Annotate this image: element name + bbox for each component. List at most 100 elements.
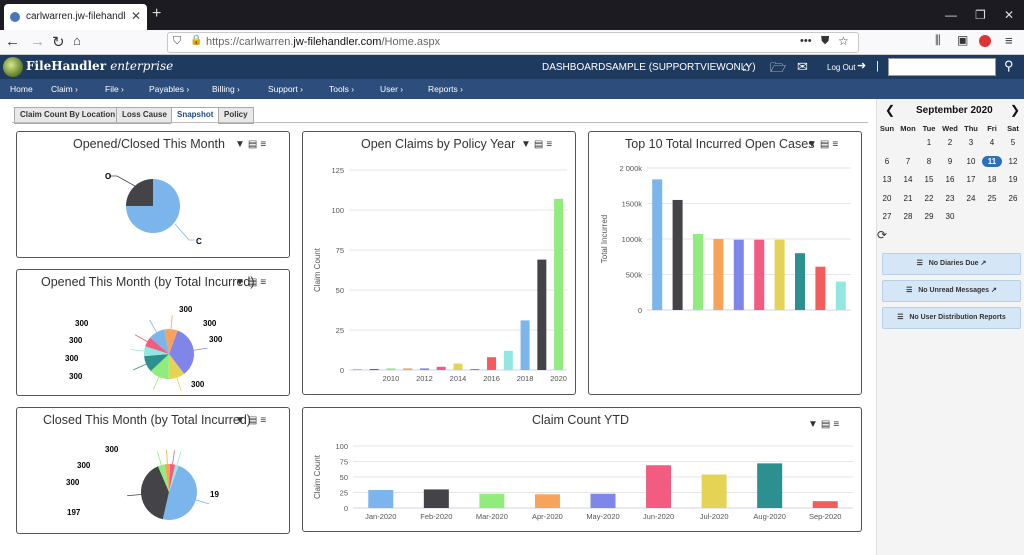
- calendar-day[interactable]: 10: [966, 156, 976, 166]
- brand-name[interactable]: FileHandler enterprise: [26, 59, 174, 73]
- logout-link[interactable]: Log Out: [827, 63, 856, 72]
- back-icon[interactable]: ←: [5, 33, 20, 50]
- calendar-day[interactable]: 17: [966, 175, 976, 184]
- no-unread-messages-button[interactable]: ☰ No Unread Messages ↗: [882, 280, 1021, 302]
- pocket-icon[interactable]: ⛊: [821, 35, 830, 47]
- home-nav-icon[interactable]: ⌂: [742, 59, 750, 74]
- logout-arrow-icon[interactable]: ➜: [857, 60, 867, 72]
- menu-user[interactable]: User ›: [380, 84, 404, 94]
- menu-home[interactable]: Home: [10, 84, 33, 94]
- menu-payables[interactable]: Payables ›: [149, 84, 190, 94]
- calendar-day[interactable]: 1: [926, 138, 932, 147]
- calendar-day[interactable]: 26: [1008, 193, 1018, 203]
- table-view-icon[interactable]: ▤: [247, 139, 261, 150]
- calendar-day[interactable]: 29: [924, 212, 934, 221]
- calendar-day[interactable]: 25: [987, 193, 997, 203]
- calendar-day[interactable]: 5: [1010, 138, 1016, 147]
- browser-tab[interactable]: carlwarren.jw-filehandler.com/ ✕: [4, 4, 147, 30]
- minimize-icon[interactable]: —: [945, 8, 957, 22]
- calendar-day[interactable]: 6: [884, 156, 890, 166]
- chart-menu-icon[interactable]: ≡: [260, 415, 270, 426]
- table-view-icon[interactable]: ▤: [820, 419, 834, 430]
- table-view-icon[interactable]: ▤: [819, 139, 833, 150]
- calendar-day[interactable]: 23: [945, 193, 955, 203]
- calendar-day[interactable]: 16: [945, 175, 955, 184]
- no-diaries-due-button[interactable]: ☰ No Diaries Due ↗: [882, 253, 1021, 275]
- reload-icon[interactable]: ↻: [52, 34, 65, 51]
- chart-menu-icon[interactable]: ≡: [546, 139, 556, 150]
- forward-icon[interactable]: →: [30, 33, 45, 50]
- library-icon[interactable]: ⫼: [935, 33, 941, 47]
- calendar-day[interactable]: 18: [987, 175, 997, 184]
- profile-avatar-icon[interactable]: [979, 35, 991, 47]
- calendar-day[interactable]: 4: [989, 138, 995, 147]
- calendar-day[interactable]: 27: [882, 212, 892, 221]
- hamburger-menu-icon[interactable]: ≡: [1005, 33, 1013, 48]
- header-search-input[interactable]: [888, 58, 996, 76]
- calendar-day[interactable]: 14: [903, 175, 913, 184]
- page-actions-icon[interactable]: •••: [800, 35, 812, 47]
- opened-closed-pie: O C: [105, 172, 202, 246]
- menu-reports[interactable]: Reports ›: [428, 84, 463, 94]
- refresh-icon[interactable]: ⟳: [877, 228, 888, 242]
- bar: [774, 239, 785, 310]
- restore-icon[interactable]: ❐: [975, 8, 986, 22]
- menu-file[interactable]: File ›: [105, 84, 124, 94]
- filter-icon[interactable]: ▼: [235, 139, 248, 150]
- calendar-day[interactable]: 8: [926, 156, 932, 166]
- menu-billing[interactable]: Billing ›: [212, 84, 240, 94]
- calendar-day[interactable]: 24: [966, 193, 976, 203]
- search-icon[interactable]: ⚲: [1004, 58, 1014, 73]
- calendar-day[interactable]: 19: [1008, 175, 1018, 184]
- calendar-day-today[interactable]: 11: [982, 155, 1002, 167]
- filter-icon[interactable]: ▼: [807, 139, 820, 150]
- calendar-day[interactable]: 12: [1008, 156, 1018, 166]
- table-view-icon[interactable]: ▤: [247, 415, 261, 426]
- sidebar-toggle-icon[interactable]: ▣: [957, 33, 969, 47]
- filter-icon[interactable]: ▼: [808, 419, 821, 430]
- window-close-icon[interactable]: ✕: [1004, 8, 1015, 22]
- chart-menu-icon[interactable]: ≡: [832, 139, 842, 150]
- filter-icon[interactable]: ▼: [235, 415, 248, 426]
- mail-icon[interactable]: ✉: [797, 59, 808, 74]
- calendar-day[interactable]: 2: [947, 138, 953, 147]
- tab-snapshot[interactable]: Snapshot: [171, 107, 220, 124]
- pie-connector: [193, 347, 208, 351]
- address-bar[interactable]: ⛉ 🔒 https://carlwarren.jw-filehandler.co…: [167, 32, 859, 53]
- tab-policy[interactable]: Policy: [218, 107, 254, 124]
- calendar-day[interactable]: 22: [924, 193, 934, 203]
- y-tick-label: 25: [340, 489, 348, 498]
- chart-menu-icon[interactable]: ≡: [260, 139, 270, 150]
- bar: [520, 320, 530, 370]
- calendar-day[interactable]: 30: [945, 212, 955, 221]
- calendar-day[interactable]: 7: [905, 156, 911, 166]
- no-user-distribution-reports-button[interactable]: ☰ No User Distribution Reports: [882, 307, 1021, 329]
- new-tab-icon[interactable]: +: [152, 5, 162, 22]
- calendar-day[interactable]: 20: [882, 193, 892, 203]
- calendar-day[interactable]: 15: [924, 175, 934, 184]
- filter-icon[interactable]: ▼: [235, 277, 248, 288]
- tab-claim-count-by-location[interactable]: Claim Count By Location: [14, 107, 122, 124]
- chart-menu-icon[interactable]: ≡: [833, 419, 843, 430]
- tab-close-icon[interactable]: ✕: [130, 9, 141, 23]
- panel-closed-total-incurred: Closed This Month (by Total Incurred) ▼▤…: [16, 407, 290, 534]
- table-view-icon[interactable]: ▤: [533, 139, 547, 150]
- calendar-day[interactable]: 28: [903, 212, 913, 221]
- filter-icon[interactable]: ▼: [521, 139, 534, 150]
- folder-icon[interactable]: 🗁: [770, 60, 787, 75]
- calendar-day[interactable]: 9: [947, 156, 953, 166]
- next-month-icon[interactable]: ❯: [1010, 103, 1021, 117]
- calendar-day[interactable]: 21: [903, 193, 913, 203]
- calendar-day[interactable]: 13: [882, 175, 892, 184]
- y-tick-label: 100: [331, 206, 344, 215]
- home-icon[interactable]: ⌂: [73, 33, 81, 48]
- menu-claim[interactable]: Claim ›: [51, 84, 78, 94]
- calendar-day[interactable]: 3: [968, 138, 974, 147]
- prev-month-icon[interactable]: ❮: [885, 103, 896, 117]
- bookmark-star-icon[interactable]: ☆: [838, 34, 849, 48]
- menu-tools[interactable]: Tools ›: [329, 84, 355, 94]
- bar: [368, 490, 394, 508]
- chart-menu-icon[interactable]: ≡: [260, 277, 270, 288]
- menu-support[interactable]: Support ›: [268, 84, 303, 94]
- table-view-icon[interactable]: ▤: [247, 277, 261, 288]
